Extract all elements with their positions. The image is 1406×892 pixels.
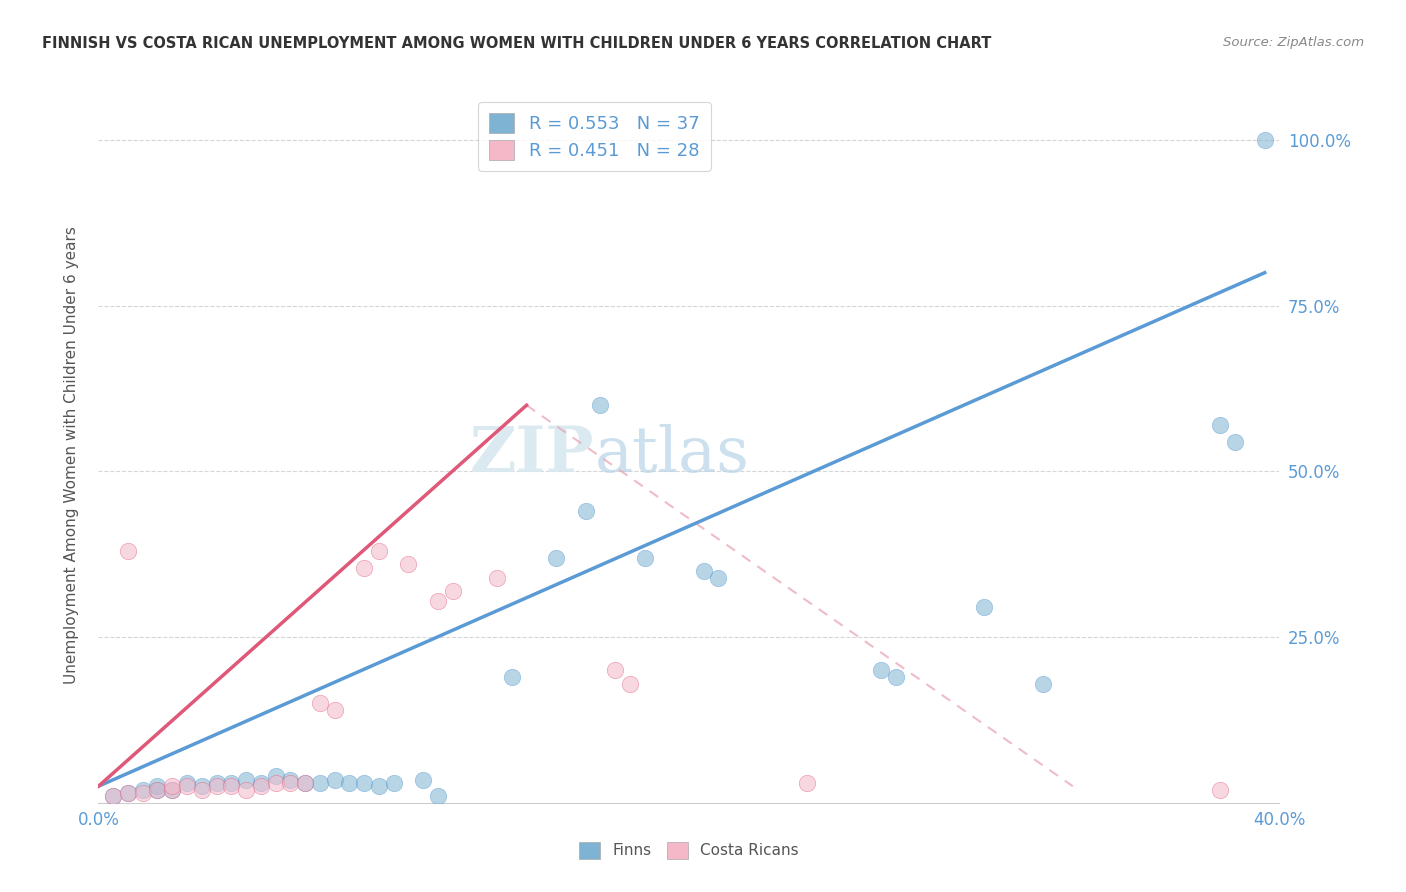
Legend: Finns, Costa Ricans: Finns, Costa Ricans bbox=[572, 836, 806, 864]
Point bbox=[396, 558, 419, 572]
Point bbox=[219, 779, 242, 793]
Point bbox=[250, 776, 273, 790]
Text: FINNISH VS COSTA RICAN UNEMPLOYMENT AMONG WOMEN WITH CHILDREN UNDER 6 YEARS CORR: FINNISH VS COSTA RICAN UNEMPLOYMENT AMON… bbox=[42, 36, 991, 51]
Point bbox=[884, 670, 907, 684]
Point bbox=[132, 782, 155, 797]
Point bbox=[278, 772, 302, 787]
Point bbox=[589, 398, 612, 412]
Point bbox=[191, 779, 214, 793]
Point bbox=[294, 776, 316, 790]
Point bbox=[278, 776, 302, 790]
Point bbox=[323, 703, 346, 717]
Point bbox=[368, 544, 391, 558]
Point bbox=[605, 663, 627, 677]
Point bbox=[501, 670, 523, 684]
Point bbox=[235, 782, 257, 797]
Point bbox=[103, 789, 125, 804]
Point bbox=[235, 772, 257, 787]
Point bbox=[146, 779, 169, 793]
Point bbox=[796, 776, 818, 790]
Point bbox=[973, 600, 995, 615]
Point bbox=[117, 786, 139, 800]
Point bbox=[205, 779, 228, 793]
Point bbox=[1209, 782, 1232, 797]
Point bbox=[382, 776, 405, 790]
Point bbox=[176, 776, 198, 790]
Y-axis label: Unemployment Among Women with Children Under 6 years: Unemployment Among Women with Children U… bbox=[65, 226, 79, 684]
Point bbox=[219, 776, 242, 790]
Point bbox=[176, 779, 198, 793]
Point bbox=[353, 560, 375, 574]
Point bbox=[1032, 676, 1054, 690]
Point bbox=[132, 786, 155, 800]
Point bbox=[427, 593, 450, 607]
Point bbox=[117, 544, 139, 558]
Text: ZIP: ZIP bbox=[470, 425, 595, 485]
Point bbox=[250, 779, 273, 793]
Point bbox=[294, 776, 316, 790]
Point bbox=[309, 697, 332, 711]
Point bbox=[869, 663, 891, 677]
Point bbox=[205, 776, 228, 790]
Point bbox=[619, 676, 641, 690]
Point bbox=[264, 769, 287, 783]
Point bbox=[693, 564, 716, 578]
Point bbox=[412, 772, 434, 787]
Text: Source: ZipAtlas.com: Source: ZipAtlas.com bbox=[1223, 36, 1364, 49]
Point bbox=[427, 789, 450, 804]
Point bbox=[264, 776, 287, 790]
Point bbox=[441, 583, 464, 598]
Point bbox=[486, 570, 509, 584]
Point bbox=[309, 776, 332, 790]
Point bbox=[103, 789, 125, 804]
Point bbox=[1254, 133, 1277, 147]
Point bbox=[162, 779, 183, 793]
Point bbox=[162, 782, 183, 797]
Point bbox=[368, 779, 391, 793]
Point bbox=[339, 776, 360, 790]
Point bbox=[546, 550, 568, 565]
Point bbox=[146, 782, 169, 797]
Text: atlas: atlas bbox=[595, 425, 749, 485]
Point bbox=[574, 504, 596, 518]
Point bbox=[353, 776, 375, 790]
Point bbox=[146, 782, 169, 797]
Point bbox=[707, 570, 730, 584]
Point bbox=[162, 782, 183, 797]
Point bbox=[1209, 418, 1232, 433]
Point bbox=[191, 782, 214, 797]
Point bbox=[323, 772, 346, 787]
Point bbox=[117, 786, 139, 800]
Point bbox=[1223, 434, 1246, 449]
Point bbox=[633, 550, 655, 565]
